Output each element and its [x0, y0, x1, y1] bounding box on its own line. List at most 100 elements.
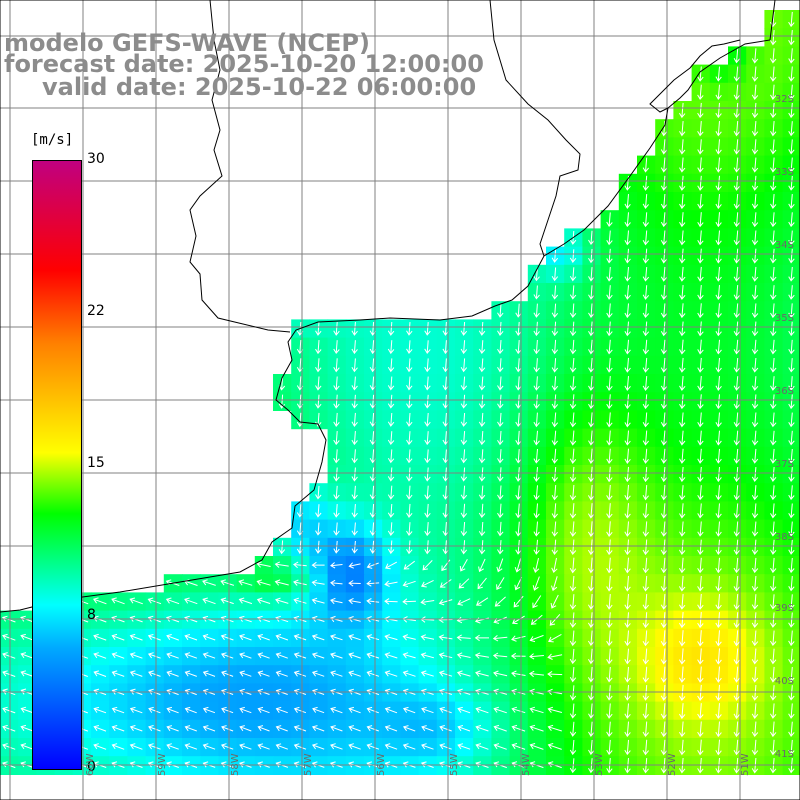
wind-arrow — [497, 521, 504, 537]
wind-arrow — [715, 466, 722, 483]
wind-arrow — [475, 670, 489, 677]
wind-arrow — [111, 615, 125, 623]
wind-arrow — [460, 412, 468, 427]
wind-arrow — [697, 557, 704, 574]
wind-arrow — [697, 121, 704, 137]
wind-arrow — [642, 212, 649, 228]
wind-arrow — [624, 466, 631, 483]
wind-arrow — [624, 394, 631, 410]
wind-arrow — [551, 321, 559, 337]
wind-arrow — [549, 613, 561, 626]
wind-arrow — [510, 652, 526, 660]
wind-arrow — [788, 412, 795, 428]
wind-arrow — [569, 630, 577, 647]
wind-arrow — [458, 578, 470, 589]
wind-arrow — [588, 430, 595, 446]
wind-arrow — [697, 612, 704, 629]
wind-arrow — [184, 597, 198, 605]
wind-arrow — [788, 448, 795, 464]
wind-arrow — [569, 703, 577, 719]
wind-arrow — [624, 321, 631, 337]
wind-arrow — [715, 66, 722, 82]
wind-arrow — [715, 575, 722, 592]
wind-arrow — [751, 412, 759, 428]
wind-arrow — [351, 358, 358, 373]
wind-arrow — [788, 84, 795, 100]
wind-arrow — [497, 503, 504, 519]
wind-arrow — [387, 503, 395, 518]
wind-arrow — [642, 339, 650, 355]
colorbar-tick-30: 30 — [87, 151, 105, 167]
wind-arrow — [148, 670, 161, 677]
wind-arrow — [770, 121, 777, 137]
wind-arrow — [788, 612, 795, 628]
wind-arrow — [494, 596, 506, 607]
wind-arrow — [697, 430, 704, 446]
wind-arrow — [624, 557, 631, 574]
wind-arrow — [220, 579, 235, 586]
wind-arrow — [569, 594, 577, 610]
wind-arrow — [330, 562, 343, 569]
wind-arrow — [606, 648, 613, 665]
lon-label-51w: 51W — [740, 753, 751, 776]
wind-arrow — [348, 562, 361, 569]
lon-label-53w: 53W — [594, 753, 605, 776]
wind-arrow — [533, 485, 540, 501]
wind-arrow — [788, 630, 795, 647]
wind-arrow — [256, 597, 271, 604]
wind-arrow — [351, 340, 358, 355]
wind-arrow — [770, 394, 777, 410]
wind-arrow — [515, 340, 522, 355]
wind-arrow — [788, 139, 795, 155]
lon-label-59w: 59W — [157, 753, 168, 776]
lat-label-33s: 33S — [774, 167, 794, 178]
wind-arrow — [497, 485, 504, 500]
wind-arrow — [348, 670, 361, 677]
wind-arrow — [642, 157, 649, 173]
wind-arrow — [533, 285, 540, 300]
wind-arrow — [715, 248, 722, 264]
model-title: modelo GEFS-WAVE (NCEP) — [4, 29, 370, 57]
wind-arrow — [733, 212, 740, 228]
wind-arrow — [697, 66, 704, 82]
wind-arrow — [442, 449, 449, 464]
wind-arrow — [330, 579, 343, 587]
wind-arrow — [679, 139, 686, 155]
wind-arrow — [697, 466, 704, 483]
wind-arrow — [129, 615, 143, 623]
wind-arrow — [497, 449, 504, 464]
wind-arrow — [606, 248, 613, 264]
wind-arrow — [550, 594, 559, 609]
wind-arrow — [387, 340, 395, 355]
wind-arrow — [769, 648, 777, 665]
wind-arrow — [475, 725, 489, 732]
wind-arrow — [588, 739, 595, 756]
wind-arrow — [715, 648, 722, 665]
wind-arrow — [697, 230, 704, 246]
wind-arrow — [715, 666, 722, 683]
wind-arrow — [660, 666, 668, 683]
wind-arrow — [256, 561, 271, 568]
wind-arrow — [588, 357, 595, 373]
wind-arrow — [606, 630, 613, 647]
wind-arrow — [770, 303, 777, 319]
wind-arrow — [642, 703, 649, 719]
wind-arrow — [569, 267, 577, 282]
wind-arrow — [478, 321, 486, 336]
wind-arrow — [474, 652, 489, 659]
wind-arrow — [588, 721, 595, 737]
wind-arrow — [239, 652, 252, 659]
wind-arrow — [697, 339, 704, 355]
wind-arrow — [184, 743, 198, 750]
wind-arrow — [111, 706, 125, 714]
wind-arrow — [769, 11, 777, 28]
wind-arrow — [697, 193, 704, 210]
wind-arrow — [202, 670, 216, 677]
wind-arrow — [275, 725, 288, 732]
wind-arrow — [715, 376, 722, 391]
wind-arrow — [751, 376, 759, 391]
wind-arrow — [406, 340, 413, 354]
wind-arrow — [166, 725, 179, 732]
wind-arrow — [679, 394, 686, 410]
wind-arrow — [588, 285, 595, 300]
